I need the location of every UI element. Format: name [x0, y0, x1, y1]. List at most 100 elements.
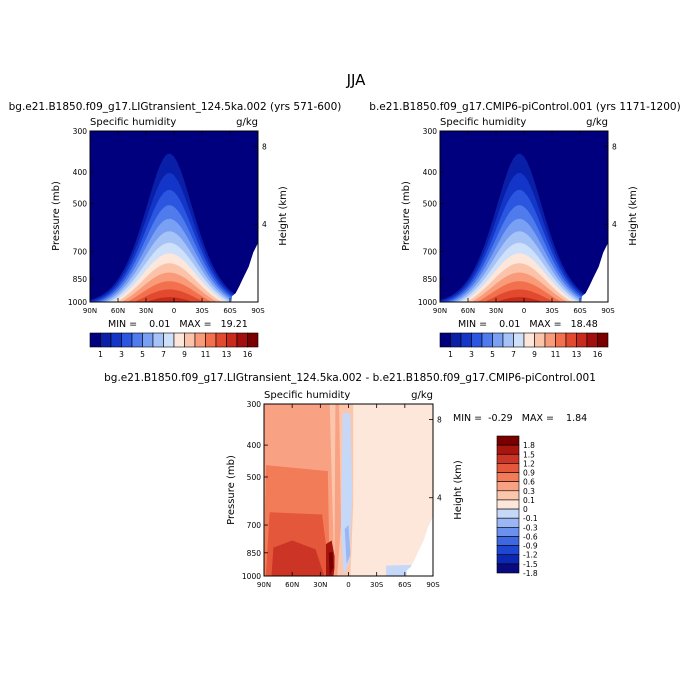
panel-lig-title: bg.e21.B1850.f09_g17.LIGtransient_124.5k… — [9, 101, 342, 113]
panel-difference-labelbar-swatch — [496, 517, 520, 528]
panel-lig-x-tick-label: 30N — [139, 307, 153, 315]
panel-picontrol-y-tick-label: 500 — [423, 200, 438, 209]
panel-difference-title: bg.e21.B1850.f09_g17.LIGtransient_124.5k… — [104, 372, 596, 384]
panel-lig-labelbar-swatch — [163, 332, 175, 348]
panel-lig-labelbar-swatch — [89, 332, 101, 348]
panel-difference-x-tick-label: 30S — [370, 581, 384, 589]
panel-picontrol-y-tick-label: 400 — [423, 168, 438, 177]
panel-picontrol-labelbar-swatch — [544, 332, 556, 348]
panel-difference-labelbar: 1.81.51.20.90.60.30.10-0.1-0.3-0.6-0.9-1… — [496, 435, 538, 578]
panel-picontrol-labelbar-label: 7 — [511, 350, 516, 359]
panel-lig-band-13 — [90, 289, 258, 302]
panel-lig-labelbar-swatch — [131, 332, 143, 348]
panel-difference-y2-tick-label: 8 — [437, 415, 442, 424]
panel-lig-stats: MIN = 0.01 MAX = 19.21 — [108, 319, 248, 330]
panel-difference-labelbar-label: -1.5 — [523, 560, 538, 569]
panel-difference-labelbar-swatch — [496, 472, 520, 482]
panel-difference-labelbar-label: -0.1 — [523, 514, 538, 523]
panel-difference-patch — [350, 404, 433, 576]
panel-lig-x-tick-label: 90N — [83, 307, 97, 315]
panel-difference-labelbar-swatch — [496, 463, 520, 473]
panel-lig-x-tick-label: 30S — [195, 307, 209, 315]
panel-difference-labelbar-label: 0 — [523, 505, 528, 514]
panel-picontrol-labelbar: 1 3 5 7 9 11 13 16 — [439, 332, 609, 359]
panel-picontrol-variable-label: Specific humidity — [440, 117, 526, 128]
panel-lig-labelbar-swatch — [110, 332, 122, 348]
panel-picontrol-x-tick-label: 60S — [573, 307, 587, 315]
panel-picontrol-x-tick-label: 0 — [522, 307, 526, 315]
panel-difference-labelbar-label: 1.5 — [523, 450, 535, 459]
panel-difference-labelbar-swatch — [496, 563, 520, 574]
panel-lig-plot: 90N 60N 30N 0 30S 60S 90S 300 400 500 700 850 1000 8 4 — [68, 127, 267, 315]
panel-picontrol-y-tick-label: 850 — [423, 275, 438, 284]
panel-picontrol-plot: 90N 60N 30N 0 30S 60S 90S 300 400 500 700 850 1000 8 4 — [418, 127, 617, 315]
panel-lig-labelbar-label: 11 — [201, 350, 211, 359]
panel-difference-labelbar-swatch — [496, 536, 520, 546]
panel-difference-labelbar-label: 0.9 — [523, 469, 535, 478]
panel-picontrol-labelbar-swatch — [502, 332, 514, 348]
panel-difference-units-label: g/kg — [411, 390, 433, 401]
panel-picontrol-y-axis-label: Pressure (mb) — [401, 181, 412, 251]
panel-difference-y-tick-label: 700 — [247, 521, 262, 530]
panel-lig-variable-label: Specific humidity — [90, 117, 176, 128]
panel-picontrol: b.e21.B1850.f09_g17.CMIP6-piControl.001 … — [369, 101, 680, 359]
panel-difference-x-tick-label: 90S — [426, 581, 440, 589]
panel-difference-labelbar-swatch — [496, 508, 520, 519]
panel-picontrol-units-label: g/kg — [586, 117, 608, 128]
panel-picontrol-title: b.e21.B1850.f09_g17.CMIP6-piControl.001 … — [369, 101, 680, 113]
panel-difference-patch — [344, 525, 351, 565]
panel-picontrol-labelbar-label: 16 — [593, 350, 603, 359]
panel-difference-labelbar-label: 0.3 — [523, 487, 535, 496]
panel-difference-labelbar-swatch — [496, 481, 520, 492]
panel-difference-labelbar-label: 1.8 — [523, 441, 535, 450]
panel-lig-labelbar-label: 9 — [182, 350, 187, 359]
panel-lig: bg.e21.B1850.f09_g17.LIGtransient_124.5k… — [9, 101, 342, 359]
panel-difference-labelbar-label: -0.9 — [523, 542, 538, 551]
panel-difference-labelbar-label: -1.8 — [523, 569, 538, 578]
panel-picontrol-labelbar-swatch — [597, 332, 609, 348]
panel-difference-labelbar-swatch — [496, 453, 520, 464]
panel-picontrol-labelbar-swatch — [534, 332, 546, 348]
panel-picontrol-y2-tick-label: 8 — [612, 142, 617, 151]
panel-difference-x-tick-label: 0 — [346, 581, 350, 589]
panel-picontrol-labelbar-swatch — [492, 332, 504, 348]
panel-picontrol-y-tick-label: 700 — [423, 247, 438, 256]
panel-lig-x-tick-label: 0 — [172, 307, 176, 315]
panel-lig-y-tick-label: 300 — [73, 127, 88, 136]
panel-picontrol-labelbar-swatch — [586, 332, 598, 348]
panel-difference-labelbar-label: -0.6 — [523, 532, 538, 541]
panel-lig-y-tick-label: 850 — [73, 275, 88, 284]
panel-difference-labelbar-swatch — [496, 545, 520, 556]
panel-picontrol-band-13 — [440, 289, 608, 302]
panel-picontrol-labelbar-swatch — [450, 332, 462, 348]
panel-difference-y-tick-label: 500 — [247, 473, 262, 482]
panel-lig-y-tick-label: 500 — [73, 200, 88, 209]
panel-difference-labelbar-label: 0.6 — [523, 478, 535, 487]
panel-difference-land-mask — [406, 516, 433, 576]
panel-difference-plot: 90N 60N 30N 0 30S 60S 90S 300 400 500 700 850 1000 8 4 — [242, 400, 442, 589]
panel-lig-labelbar-swatch — [205, 332, 217, 348]
panel-difference-labelbar-label: 0.1 — [523, 496, 535, 505]
panel-lig-labelbar-label: 3 — [119, 350, 124, 359]
panel-difference-y2-tick-label: 4 — [437, 494, 442, 503]
panel-difference-patch — [271, 540, 325, 576]
panel-lig-y2-tick-label: 8 — [262, 142, 267, 151]
panel-lig-labelbar-swatch — [226, 332, 238, 348]
panel-picontrol-labelbar-label: 11 — [551, 350, 561, 359]
panel-difference-labelbar-label: -0.3 — [523, 523, 538, 532]
panel-picontrol-y2-axis-label: Height (km) — [628, 186, 639, 246]
panel-difference-x-tick-label: 60N — [285, 581, 299, 589]
panel-difference-labelbar-swatch — [496, 435, 520, 446]
panel-difference-labelbar-swatch — [496, 554, 520, 565]
panel-difference-labelbar-swatch — [496, 490, 520, 501]
panel-difference-stats: MIN = -0.29 MAX = 1.84 — [453, 413, 587, 424]
panel-difference-labelbar-swatch — [496, 527, 520, 537]
panel-picontrol-stats: MIN = 0.01 MAX = 18.48 — [458, 319, 598, 330]
panel-picontrol-labelbar-swatch — [460, 332, 472, 348]
panel-lig-labelbar-label: 16 — [243, 350, 253, 359]
panel-lig-x-tick-label: 90S — [251, 307, 265, 315]
panel-lig-labelbar-swatch — [142, 332, 154, 348]
panel-picontrol-labelbar-swatch — [481, 332, 493, 348]
panel-difference-labelbar-label: -1.2 — [523, 551, 538, 560]
